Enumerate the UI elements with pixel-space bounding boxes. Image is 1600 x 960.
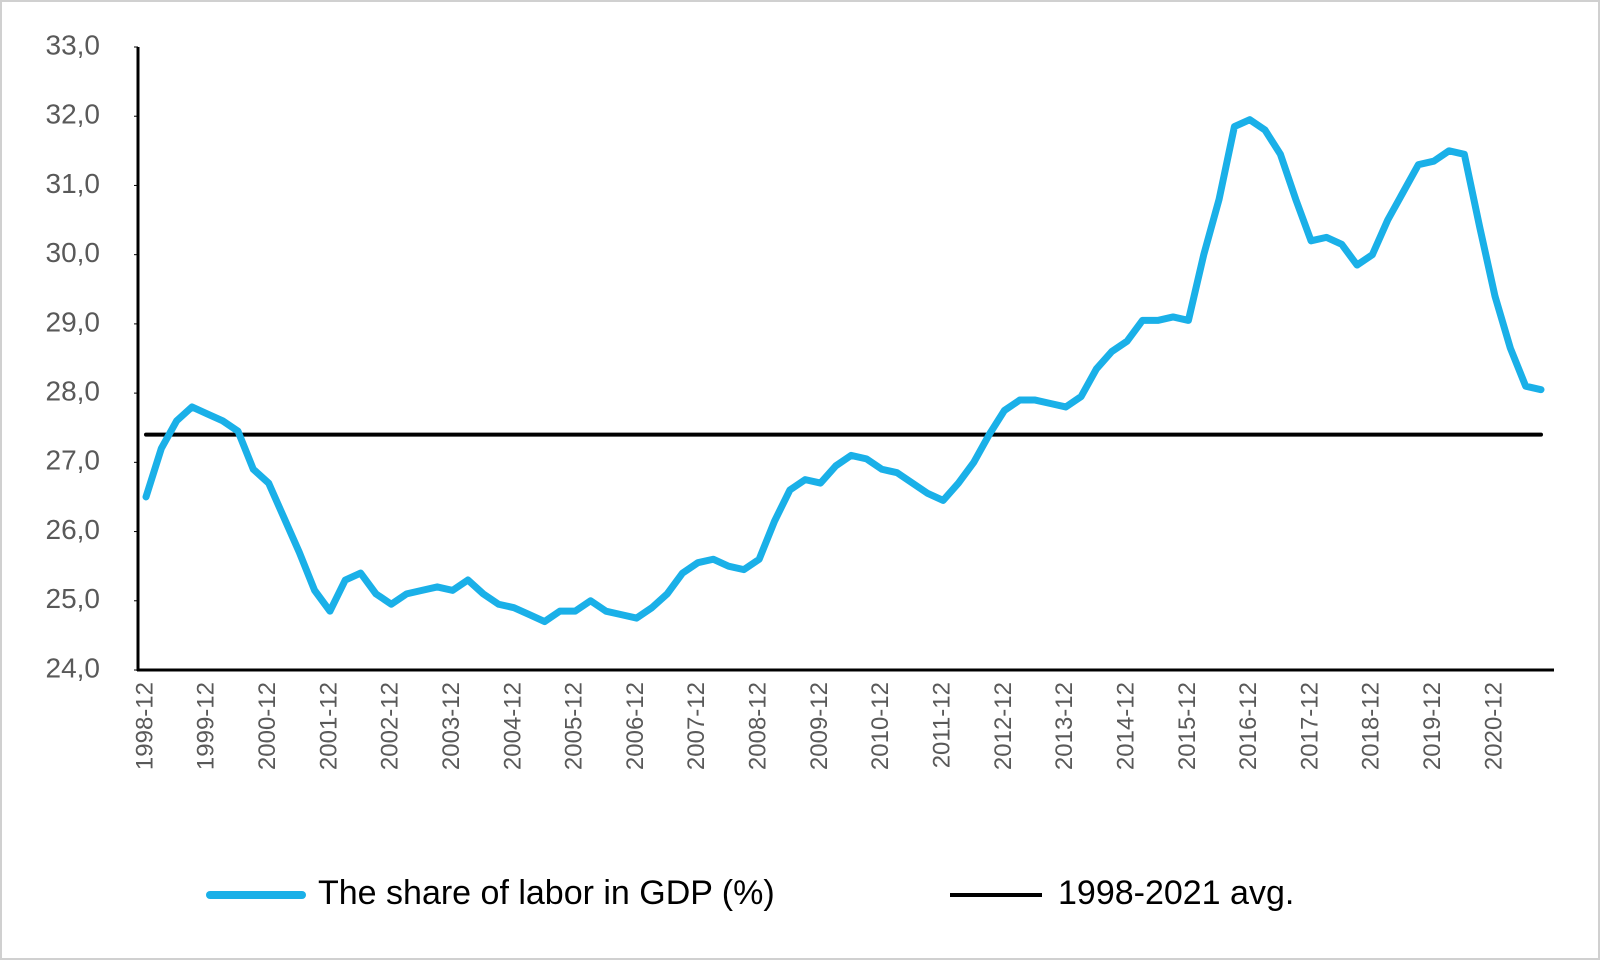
x-tick-label: 2008-12 [745,682,772,770]
x-tick-label: 2003-12 [438,682,465,770]
x-tick-label: 2012-12 [990,682,1017,770]
series-line [142,116,1545,626]
x-tick-label: 2020-12 [1480,682,1507,770]
y-tick-label: 28,0 [46,376,101,407]
legend-label: 1998-2021 avg. [1058,874,1294,912]
y-tick-label: 31,0 [46,168,101,199]
x-tick-label: 2005-12 [561,682,588,770]
y-tick-label: 32,0 [46,99,101,130]
y-tick-label: 25,0 [46,583,101,614]
x-tick-label: 2010-12 [867,682,894,770]
y-tick-label: 33,0 [46,29,101,60]
x-tick-label: 2007-12 [683,682,710,770]
x-tick-label: 2013-12 [1051,682,1078,770]
x-tick-label: 2017-12 [1296,682,1323,770]
plot-area [142,116,1545,626]
x-tick-label: 2006-12 [622,682,649,770]
x-tick-label: 2004-12 [499,682,526,770]
y-tick-label: 26,0 [46,514,101,545]
x-tick-label: 2000-12 [254,682,281,770]
x-tick-label: 2009-12 [806,682,833,770]
x-tick-label: 2019-12 [1419,682,1446,770]
y-tick-label: 30,0 [46,237,101,268]
x-tick-label: 2002-12 [377,682,404,770]
x-tick-label: 1998-12 [131,682,158,770]
legend-label: The share of labor in GDP (%) [318,874,775,912]
x-tick-label: 2018-12 [1358,682,1385,770]
x-tick-label: 2011-12 [928,682,955,768]
x-tick-label: 2015-12 [1174,682,1201,770]
x-tick-label: 1999-12 [193,682,220,770]
legend: The share of labor in GDP (%) 1998-2021 a… [206,874,1294,912]
x-tick-label: 2016-12 [1235,682,1262,770]
x-tick-label: 2014-12 [1112,682,1139,770]
y-tick-label: 24,0 [46,652,101,683]
y-tick-label: 27,0 [46,445,101,476]
y-tick-label: 29,0 [46,306,101,337]
x-tick-label: 2001-12 [315,682,342,770]
